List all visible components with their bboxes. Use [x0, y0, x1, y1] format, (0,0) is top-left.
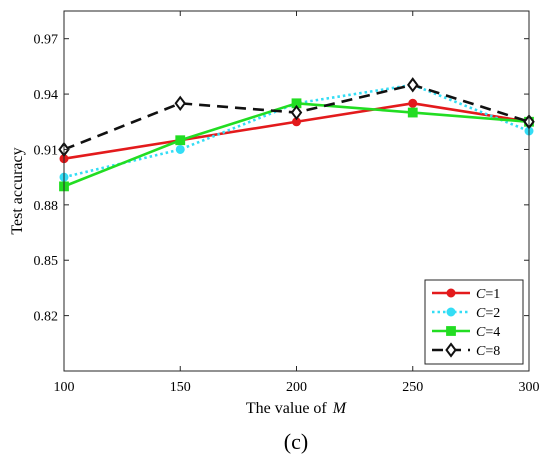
data-point-marker [175, 144, 185, 154]
legend-item: C=8 [432, 342, 500, 359]
y-tick-label: 0.97 [34, 33, 59, 48]
y-tick-label: 0.85 [34, 254, 59, 269]
data-point-marker [446, 307, 456, 317]
legend-label: C=1 [476, 287, 500, 302]
data-point-marker [407, 107, 418, 118]
data-point-marker [290, 104, 303, 121]
x-tick-label: 150 [170, 380, 191, 395]
legend: C=1 C=2 C=4 C=8 [424, 279, 524, 365]
y-axis-ticks: 0.82 0.85 0.88 0.91 0.94 0.97 [34, 33, 529, 325]
x-axis-label-var: M [332, 400, 348, 417]
data-point-marker [175, 135, 186, 146]
y-tick-label: 0.88 [34, 199, 59, 214]
series-c-8 [58, 77, 535, 158]
series-line [63, 83, 530, 179]
legend-label: C=2 [476, 306, 500, 321]
legend-item: C=2 [432, 306, 500, 321]
legend-item: C=4 [432, 325, 500, 340]
x-tick-label: 250 [402, 380, 423, 395]
data-point-marker [445, 342, 457, 358]
data-point-marker [446, 288, 456, 298]
x-tick-label: 100 [54, 380, 75, 395]
y-tick-label: 0.94 [34, 88, 59, 103]
x-axis-ticks: 100 150 200 250 300 [54, 11, 540, 395]
data-point-marker [407, 77, 419, 93]
x-axis-label: The value of M [246, 400, 348, 417]
y-tick-label: 0.82 [34, 310, 59, 325]
x-axis-label-prefix: The value of [246, 400, 328, 417]
legend-label: C=8 [476, 344, 500, 359]
data-point-marker [174, 95, 186, 111]
x-tick-label: 200 [286, 380, 307, 395]
y-tick-label: 0.91 [34, 143, 59, 158]
data-point-marker [446, 326, 456, 336]
data-point-marker [408, 98, 418, 108]
y-axis-label: Test accuracy [9, 147, 26, 234]
legend-item: C=1 [432, 287, 500, 302]
panel-label: (c) [284, 429, 308, 454]
x-tick-label: 300 [519, 380, 540, 395]
series-layer [58, 77, 535, 192]
legend-label: C=4 [476, 325, 500, 340]
